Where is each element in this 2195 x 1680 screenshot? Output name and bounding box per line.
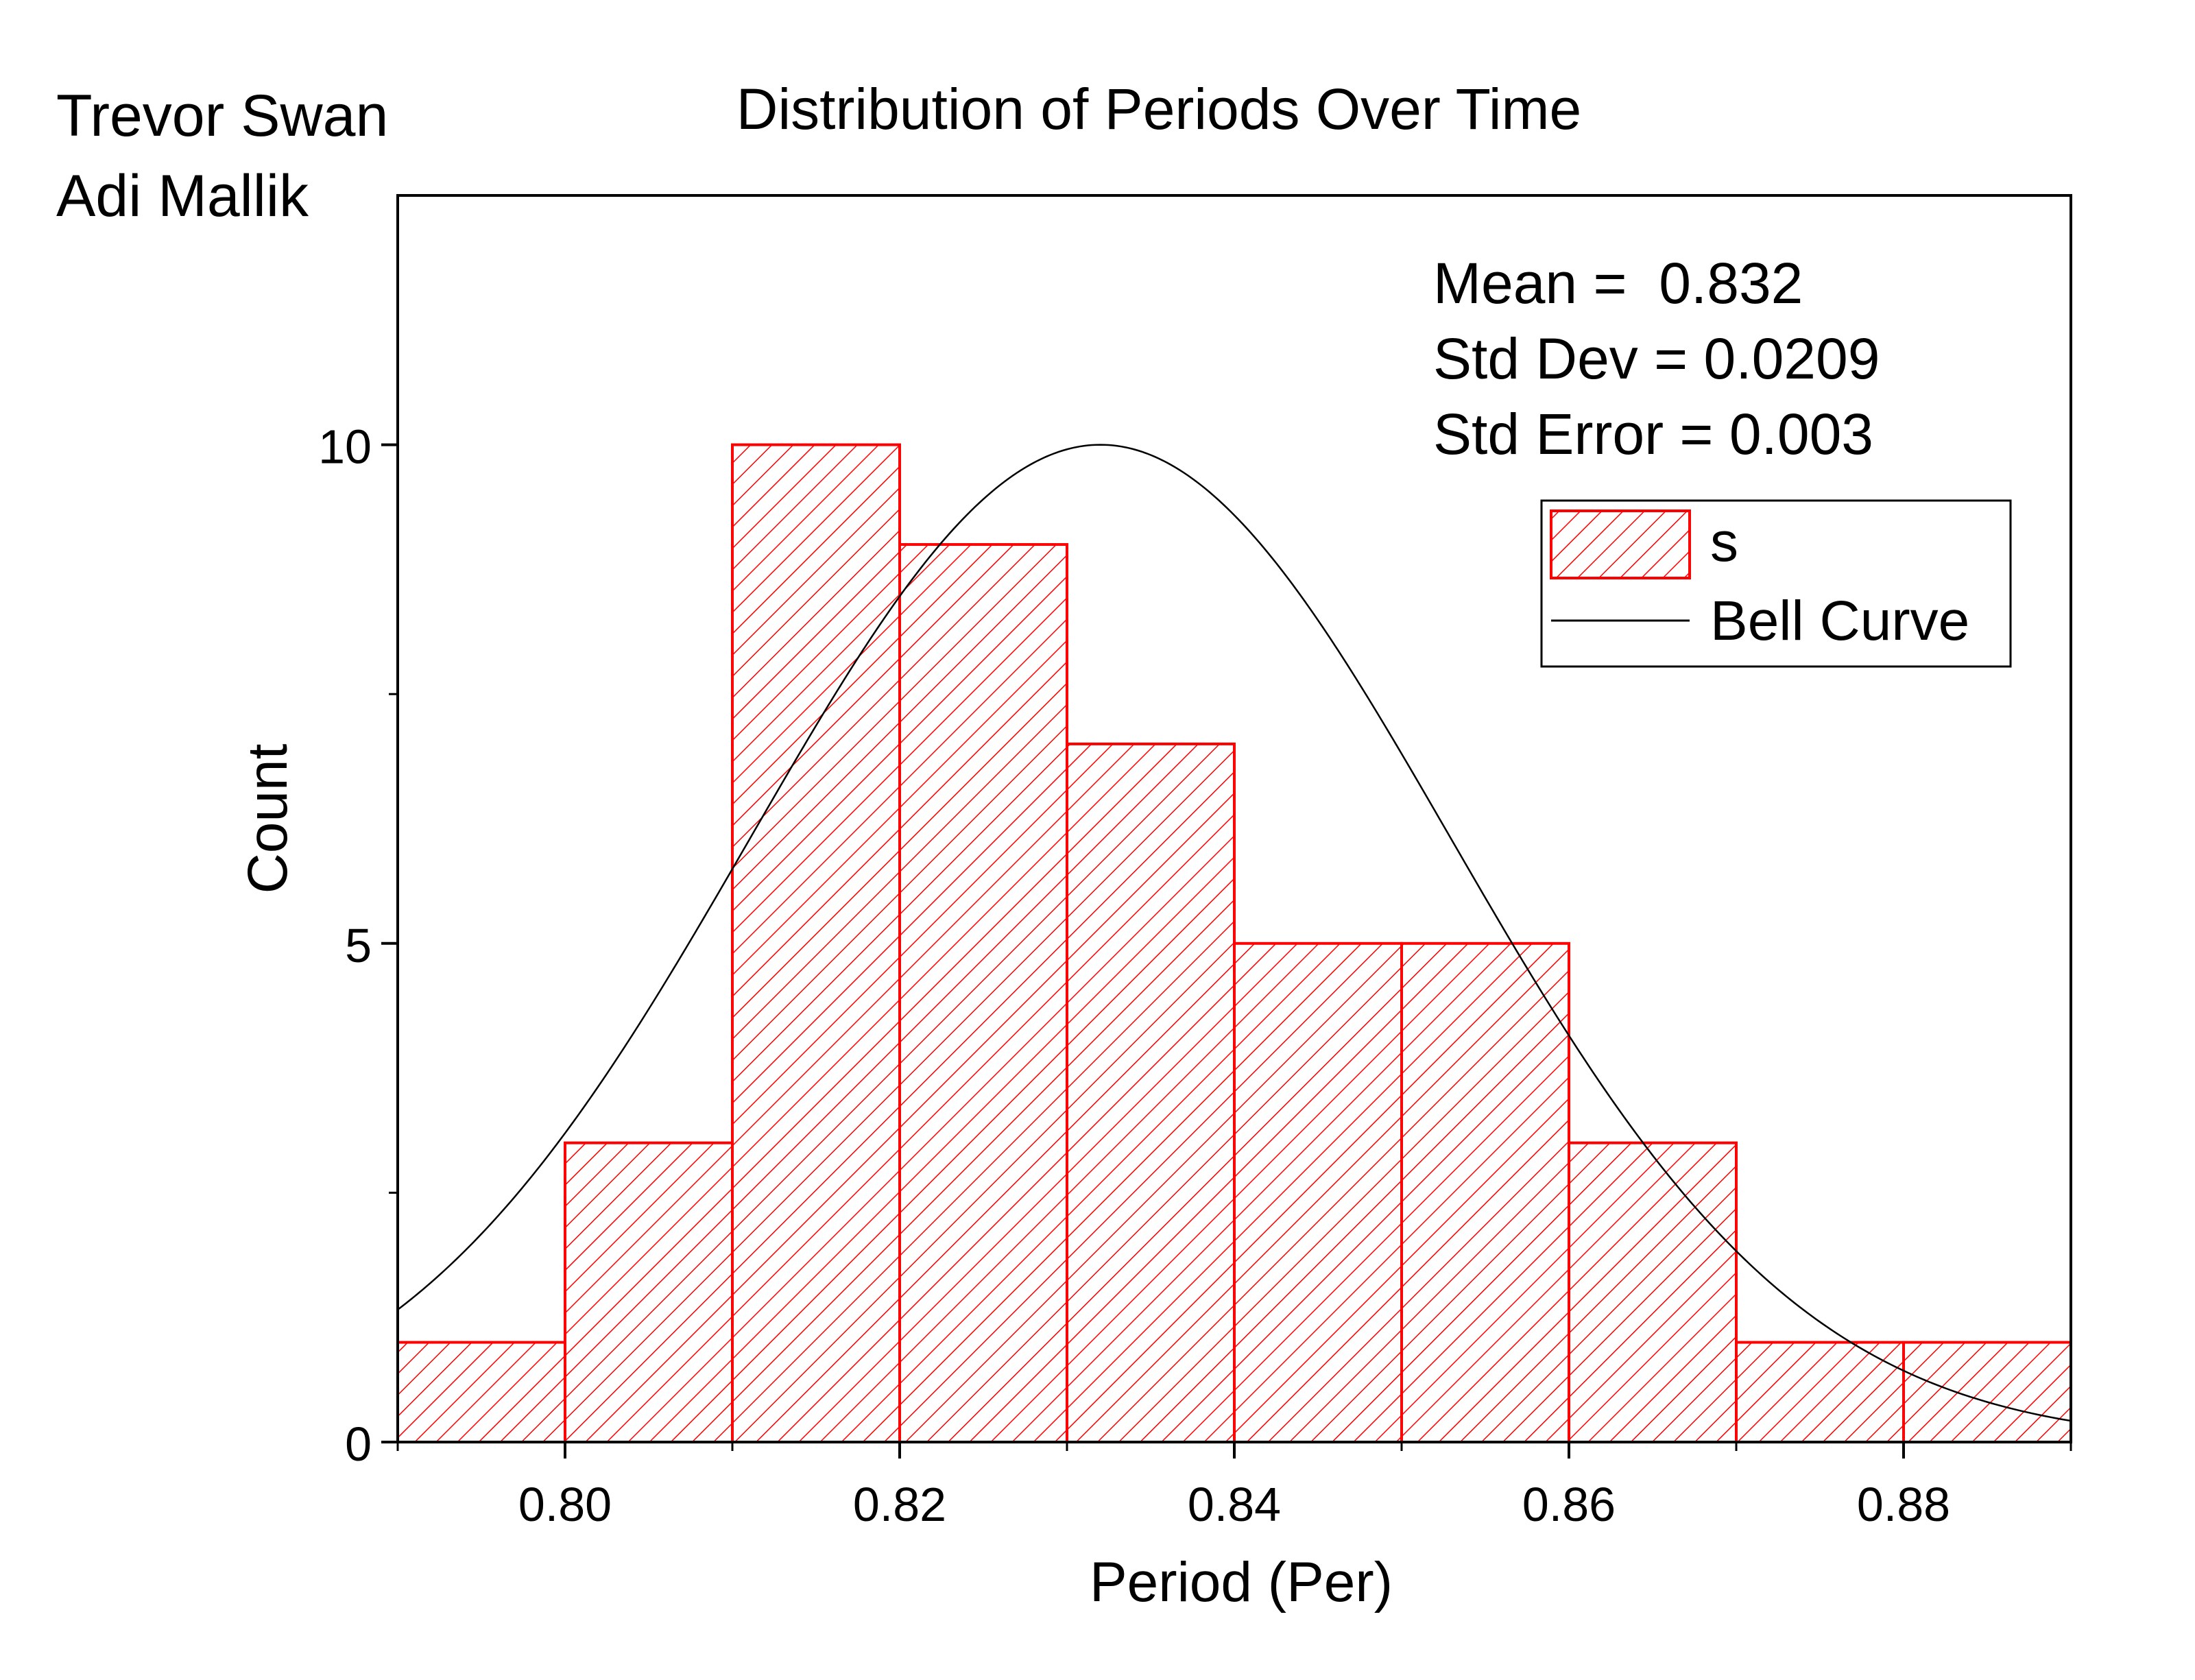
bars-group [396,443,2072,1444]
author-name: Adi Mallik [56,163,309,229]
histogram-bar [1066,742,1236,1444]
stats-mean: Mean = 0.832 [1433,251,1803,315]
histogram-bar [1568,1141,1738,1444]
bell-curve-group [398,444,2071,1422]
histogram-bar [1902,1341,2072,1444]
y-axis: 0 5 10 [318,420,398,1471]
y-tick-label: 10 [318,420,372,474]
histogram-bar [898,543,1068,1443]
legend-label-curve: Bell Curve [1710,590,1969,652]
y-tick-label: 5 [345,919,372,972]
x-tick-label: 0.82 [853,1478,946,1531]
histogram-bar [396,1341,566,1444]
chart-title: Distribution of Periods Over Time [736,77,1581,141]
histogram-bar [564,1141,734,1444]
author-name: Trevor Swan [56,83,388,149]
histogram-bar [731,443,901,1443]
legend: s Bell Curve [1540,499,2012,668]
stats-std-dev: Std Dev = 0.0209 [1433,326,1880,391]
y-axis-label: Count [237,743,299,893]
stats-std-error: Std Error = 0.003 [1433,402,1873,466]
y-tick-label: 0 [345,1417,372,1471]
bell-curve-line [398,444,2071,1422]
histogram-bar [1400,941,1570,1444]
x-tick-label: 0.88 [1857,1478,1950,1531]
x-tick-label: 0.80 [518,1478,612,1531]
histogram-bar [1233,941,1403,1444]
x-axis: 0.80 0.82 0.84 0.86 0.88 [396,1442,2072,1531]
x-tick-label: 0.86 [1522,1478,1616,1531]
legend-label-hist: s [1710,511,1738,573]
x-tick-label: 0.84 [1188,1478,1281,1531]
legend-swatch-hist [1550,509,1691,579]
x-axis-label: Period (Per) [1090,1551,1393,1613]
